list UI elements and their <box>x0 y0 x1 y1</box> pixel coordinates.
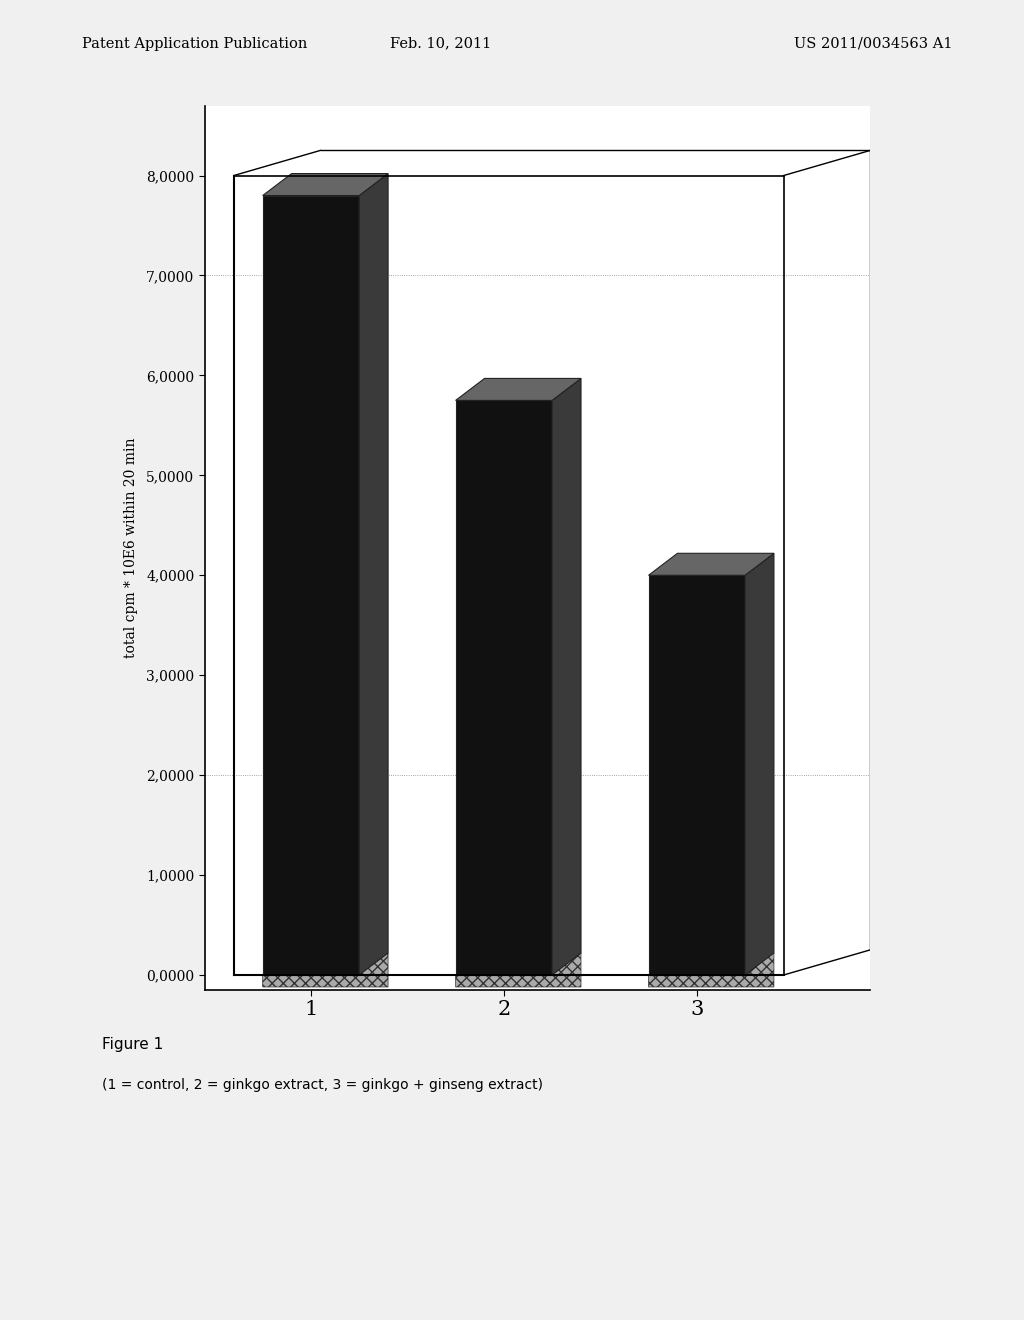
Bar <box>456 400 552 975</box>
Polygon shape <box>745 553 774 975</box>
Text: US 2011/0034563 A1: US 2011/0034563 A1 <box>794 37 952 50</box>
Polygon shape <box>456 379 581 400</box>
Bar <box>648 576 745 975</box>
Polygon shape <box>263 953 388 987</box>
Y-axis label: total cpm * 10E6 within 20 min: total cpm * 10E6 within 20 min <box>124 437 138 659</box>
Polygon shape <box>648 953 774 987</box>
Polygon shape <box>456 953 581 987</box>
Polygon shape <box>359 173 388 975</box>
Polygon shape <box>552 379 581 975</box>
Text: Feb. 10, 2011: Feb. 10, 2011 <box>390 37 490 50</box>
Polygon shape <box>648 553 774 576</box>
Polygon shape <box>263 173 388 195</box>
Text: Figure 1: Figure 1 <box>102 1038 164 1052</box>
Text: (1 = control, 2 = ginkgo extract, 3 = ginkgo + ginseng extract): (1 = control, 2 = ginkgo extract, 3 = gi… <box>102 1078 544 1092</box>
Text: Patent Application Publication: Patent Application Publication <box>82 37 307 50</box>
Bar <box>263 195 359 975</box>
